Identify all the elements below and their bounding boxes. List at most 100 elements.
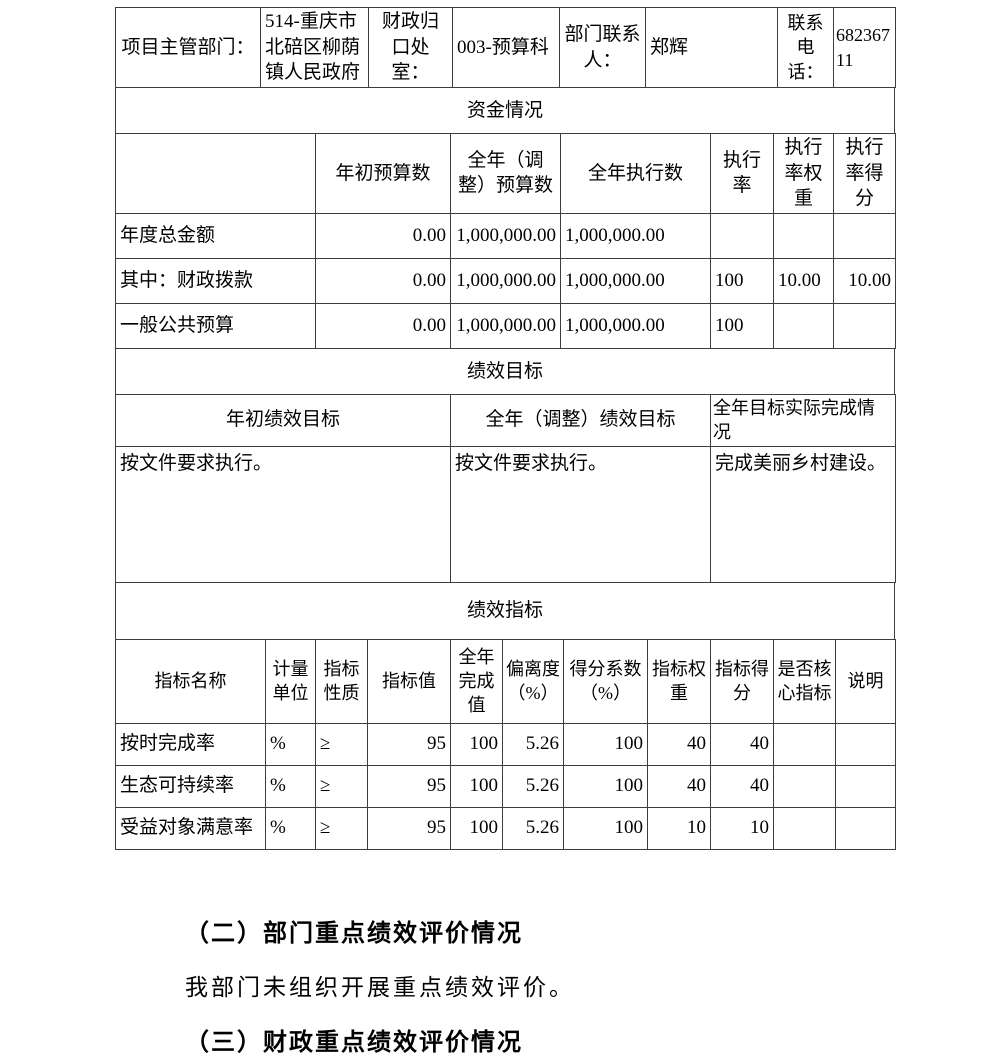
indicator-note	[835, 806, 896, 850]
indicator-target: 95	[367, 722, 451, 766]
phone-label: 联系电话：	[777, 7, 834, 88]
performance-evaluation-table: 项目主管部门： 514-重庆市北碚区柳荫镇人民政府 财政归口处室： 003-预算…	[115, 7, 896, 850]
indicator-score: 40	[710, 722, 774, 766]
col-score-coefficient: 得分系数（%）	[563, 638, 648, 724]
section3-heading: （三）财政重点绩效评价情况	[185, 1030, 523, 1056]
executed-value: 1,000,000.00	[560, 302, 711, 349]
funding-col-rate-weight: 执行率权重	[773, 133, 834, 214]
funding-col-rate: 执行率	[710, 133, 774, 214]
phone-value: 68236711	[833, 7, 896, 88]
indicator-nature: ≥	[315, 722, 368, 766]
goals-section-title: 绩效目标	[115, 347, 895, 395]
indicator-unit: %	[265, 806, 316, 850]
col-deviation: 偏离度（%）	[502, 638, 564, 724]
goals-col-adjusted: 全年（调整）绩效目标	[450, 393, 711, 447]
rate-score: 10.00	[833, 257, 896, 304]
execution-rate	[710, 212, 774, 259]
funding-col-blank	[115, 133, 316, 214]
funding-table: 年初预算数 全年（调整）预算数 全年执行数 执行率 执行率权重 执行率得分 年度…	[115, 133, 896, 349]
indicator-unit: %	[265, 722, 316, 766]
contact-person-label: 部门联系人：	[559, 7, 646, 88]
indicator-unit: %	[265, 764, 316, 808]
actual-completion-text: 完成美丽乡村建设。	[710, 445, 896, 583]
project-dept-value: 514-重庆市北碚区柳荫镇人民政府	[260, 7, 369, 88]
indicator-name: 按时完成率	[115, 722, 266, 766]
initial-budget-value: 0.00	[315, 257, 451, 304]
initial-budget-value: 0.00	[315, 302, 451, 349]
indicator-deviation: 5.26	[502, 722, 564, 766]
rate-score	[833, 212, 896, 259]
col-indicator-name: 指标名称	[115, 638, 266, 724]
adjusted-budget-value: 1,000,000.00	[450, 212, 561, 259]
indicator-deviation: 5.26	[502, 806, 564, 850]
contact-person-value: 郑辉	[645, 7, 778, 88]
indicators-section-title: 绩效指标	[115, 581, 895, 640]
col-note: 说明	[835, 638, 896, 724]
funding-row-label: 一般公共预算	[115, 302, 316, 349]
col-completed-value: 全年完成值	[450, 638, 503, 724]
indicator-coefficient: 100	[563, 722, 648, 766]
goals-section: 绩效目标	[115, 347, 895, 395]
indicator-nature: ≥	[315, 806, 368, 850]
finance-office-label: 财政归口处室：	[368, 7, 453, 88]
indicator-core	[773, 764, 836, 808]
col-nature: 指标性质	[315, 638, 368, 724]
indicator-name: 生态可持续率	[115, 764, 266, 808]
goals-table: 年初绩效目标 全年（调整）绩效目标 全年目标实际完成情况 按文件要求执行。 按文…	[115, 393, 896, 583]
indicator-core	[773, 806, 836, 850]
indicator-completed: 100	[450, 722, 503, 766]
indicators-header-row: 指标名称 计量单位 指标性质 指标值 全年完成值 偏离度（%） 得分系数（%） …	[115, 638, 896, 724]
indicator-target: 95	[367, 764, 451, 808]
indicator-note	[835, 722, 896, 766]
execution-rate: 100	[710, 302, 774, 349]
goals-header-row: 年初绩效目标 全年（调整）绩效目标 全年目标实际完成情况	[115, 393, 896, 447]
project-info-row: 项目主管部门： 514-重庆市北碚区柳荫镇人民政府 财政归口处室： 003-预算…	[115, 7, 896, 88]
adjusted-budget-value: 1,000,000.00	[450, 257, 561, 304]
indicator-weight: 40	[647, 722, 711, 766]
goals-content-row: 按文件要求执行。 按文件要求执行。 完成美丽乡村建设。	[115, 445, 896, 583]
col-indicator-weight: 指标权重	[647, 638, 711, 724]
table-row: 生态可持续率 % ≥ 95 100 5.26 100 40 40	[115, 764, 896, 808]
table-row: 资金情况	[115, 87, 895, 134]
col-core-indicator: 是否核心指标	[773, 638, 836, 724]
indicator-nature: ≥	[315, 764, 368, 808]
table-row: 一般公共预算 0.00 1,000,000.00 1,000,000.00 10…	[115, 302, 896, 349]
project-dept-label: 项目主管部门：	[115, 7, 261, 88]
table-row: 绩效目标	[115, 347, 895, 395]
indicator-note	[835, 764, 896, 808]
funding-row-label: 其中：财政拨款	[115, 257, 316, 304]
funding-header-row: 年初预算数 全年（调整）预算数 全年执行数 执行率 执行率权重 执行率得分	[115, 133, 896, 214]
rate-score	[833, 302, 896, 349]
funding-col-adjusted: 全年（调整）预算数	[450, 133, 561, 214]
table-row: 绩效指标	[115, 581, 895, 640]
funding-section-title: 资金情况	[115, 87, 895, 134]
executed-value: 1,000,000.00	[560, 212, 711, 259]
indicator-name: 受益对象满意率	[115, 806, 266, 850]
table-row: 年度总金额 0.00 1,000,000.00 1,000,000.00	[115, 212, 896, 259]
indicator-core	[773, 722, 836, 766]
indicator-completed: 100	[450, 764, 503, 808]
table-row: 受益对象满意率 % ≥ 95 100 5.26 100 10 10	[115, 806, 896, 850]
goals-col-actual: 全年目标实际完成情况	[710, 393, 896, 447]
indicator-target: 95	[367, 806, 451, 850]
indicator-score: 10	[710, 806, 774, 850]
indicator-weight: 40	[647, 764, 711, 808]
adjusted-budget-value: 1,000,000.00	[450, 302, 561, 349]
funding-col-rate-score: 执行率得分	[833, 133, 896, 214]
rate-weight	[773, 302, 834, 349]
finance-office-value: 003-预算科	[452, 7, 560, 88]
col-indicator-score: 指标得分	[710, 638, 774, 724]
indicator-weight: 10	[647, 806, 711, 850]
table-row: 项目主管部门： 514-重庆市北碚区柳荫镇人民政府 财政归口处室： 003-预算…	[115, 7, 896, 88]
indicators-table: 指标名称 计量单位 指标性质 指标值 全年完成值 偏离度（%） 得分系数（%） …	[115, 638, 896, 850]
col-unit: 计量单位	[265, 638, 316, 724]
initial-goal-text: 按文件要求执行。	[115, 445, 451, 583]
section2-heading: （二）部门重点绩效评价情况	[185, 921, 523, 947]
funding-col-initial: 年初预算数	[315, 133, 451, 214]
indicator-coefficient: 100	[563, 764, 648, 808]
indicator-deviation: 5.26	[502, 764, 564, 808]
funding-section: 资金情况	[115, 87, 895, 134]
indicator-coefficient: 100	[563, 806, 648, 850]
indicator-score: 40	[710, 764, 774, 808]
